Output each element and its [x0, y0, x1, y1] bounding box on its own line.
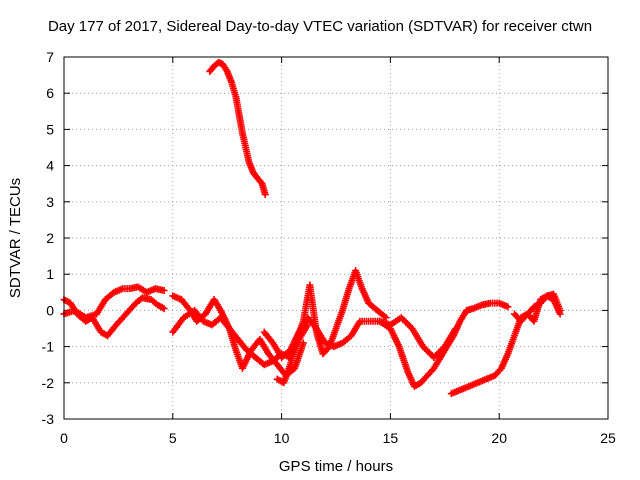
series-sat-B [60, 283, 168, 322]
x-tick-label: 20 [491, 430, 507, 446]
y-tick-label: 3 [46, 194, 54, 210]
y-tick-label: 7 [46, 49, 54, 65]
y-tick-label: 4 [46, 158, 54, 174]
data-point [160, 286, 168, 294]
y-axis-label: SDTVAR / TECUs [7, 178, 24, 298]
y-tick-label: 0 [46, 302, 54, 318]
x-tick-label: 5 [169, 430, 177, 446]
y-tick-label: -3 [42, 411, 55, 427]
x-tick-label: 0 [60, 430, 68, 446]
series-sat-J [510, 290, 564, 325]
y-tick-label: 6 [46, 85, 54, 101]
data-point [299, 339, 307, 347]
x-tick-label: 25 [600, 430, 616, 446]
y-tick-label: -2 [42, 375, 55, 391]
x-tick-label: 15 [383, 430, 399, 446]
data-point [556, 306, 564, 314]
series-sat-A [60, 294, 168, 340]
axis-ticks: 0 5 10 15 20 25 -3 -2 -1 0 1 2 3 4 5 6 7 [42, 49, 616, 446]
grid-lines [64, 57, 608, 419]
plot-frame [63, 56, 609, 420]
x-axis-label: GPS time / hours [279, 458, 393, 475]
y-tick-label: 2 [46, 230, 54, 246]
y-tick-label: -1 [42, 339, 55, 355]
data-point [382, 314, 390, 322]
y-tick-label: 1 [46, 266, 54, 282]
chart-title: Day 177 of 2017, Sidereal Day-to-day VTE… [48, 18, 592, 35]
x-tick-label: 10 [274, 430, 290, 446]
data-point [160, 305, 168, 313]
data-points [60, 58, 564, 398]
series-sat-F [273, 267, 390, 387]
series-sat-H [376, 299, 512, 390]
data-point [504, 303, 512, 311]
series-sat-E [206, 58, 269, 199]
data-point [381, 312, 389, 320]
y-tick-label: 5 [46, 121, 54, 137]
data-point [261, 191, 269, 199]
